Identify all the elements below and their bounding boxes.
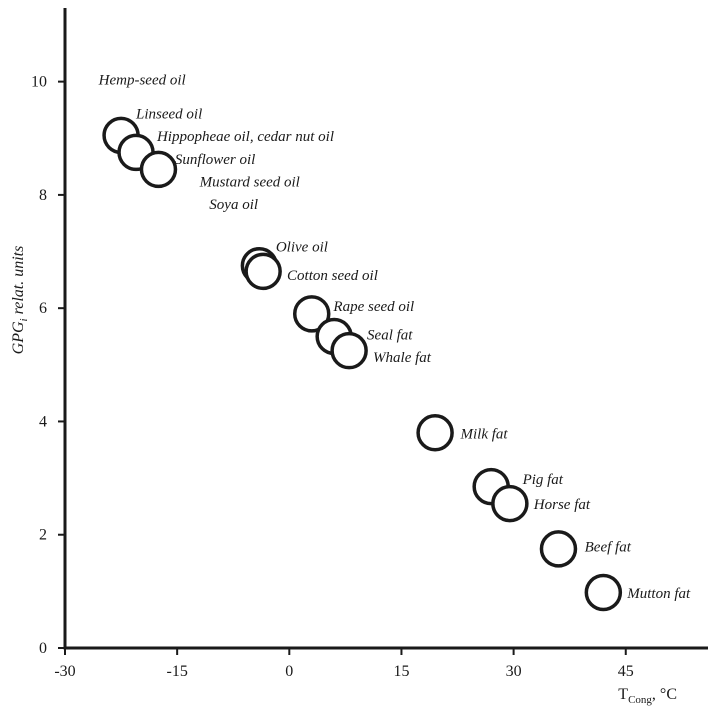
data-point [539,530,578,568]
y-tick-label: 0 [39,640,47,657]
x-tick-label: -15 [166,663,187,680]
point-label: Beef fat [585,540,632,556]
point-label: Linseed oil [135,106,202,122]
point-label: Seal fat [367,327,413,343]
axes [63,8,708,650]
x-axis-label-main: T [618,686,628,703]
point-label: Rape seed oil [332,299,414,315]
point-label: Whale fat [373,350,432,366]
point-label: Cotton seed oil [287,268,378,284]
y-tick-label: 2 [39,527,47,544]
y-tick-label: 8 [39,187,47,204]
x-axis-label: TCong, °C [618,686,677,706]
y-axis-label: GPGi relat. units [10,246,30,355]
x-axis-label-sub: Cong [628,694,652,706]
point-label: Sunflower oil [175,152,255,168]
data-point [244,252,282,291]
data-point [139,150,178,189]
y-tick-label: 10 [31,74,47,91]
x-tick-label: 45 [618,663,634,680]
x-tick-label: -30 [54,663,75,680]
data-point [416,414,454,452]
x-axis-label-unit: , °C [652,686,677,703]
y-tick-label: 4 [39,413,47,430]
point-label: Olive oil [276,240,328,256]
data-point [292,295,331,333]
labels-layer: Hemp-seed oil Linseed oil Hippopheae oil, … [98,72,691,602]
point-label: Mustard seed oil [199,174,300,190]
y-axis-label-main: GPG [10,321,27,354]
data-point [491,484,529,523]
point-label: Pig fat [522,472,564,488]
y-axis-label-rest: relat. units [10,246,27,319]
point-label: Mutton fat [626,586,691,602]
point-label: Hippopheae oil, cedar nut oil [156,129,334,145]
points-layer [102,116,623,612]
point-label: Hemp-seed oil [98,72,186,88]
point-label: Horse fat [533,497,591,513]
x-tick-label: 15 [393,663,409,680]
y-tick-label: 6 [39,300,47,317]
data-point [584,573,623,612]
data-point [330,331,368,370]
point-label: Milk fat [460,426,509,442]
x-tick-label: 30 [506,663,522,680]
x-tick-label: 0 [285,663,293,680]
y-axis-label-sub: i [18,318,30,321]
point-label: Soya oil [209,197,258,213]
ticks-layer: -30 -15 0 15 30 45 0 2 4 6 8 10 [31,74,634,680]
